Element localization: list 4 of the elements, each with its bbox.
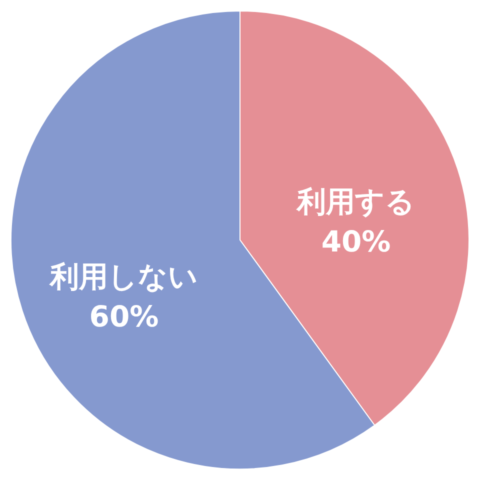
- data-label: 60%: [89, 300, 159, 334]
- slice-label: 利用しない: [48, 260, 198, 294]
- data-label: 40%: [321, 224, 391, 258]
- slice-label: 利用する: [296, 184, 416, 218]
